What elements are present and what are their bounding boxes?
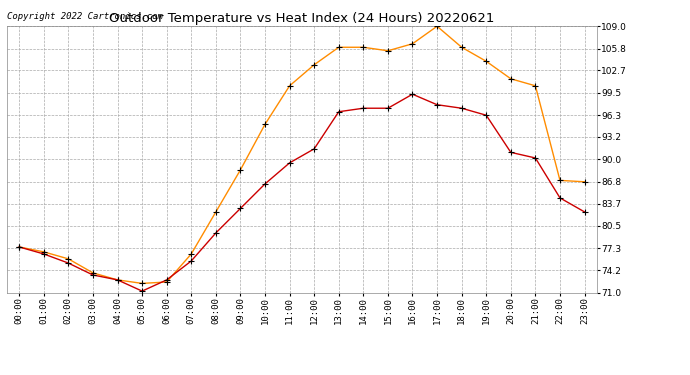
Heat Index (°F) (310, 63, 318, 67)
Temperature (°F) (261, 182, 269, 186)
Heat Index (°F) (335, 45, 343, 50)
Heat Index (°F) (556, 178, 564, 183)
Heat Index (°F) (457, 45, 466, 50)
Heat Index (°F) (384, 48, 392, 53)
Temperature (°F) (433, 102, 441, 107)
Temperature (°F) (236, 206, 244, 211)
Heat Index (°F) (236, 168, 244, 172)
Heat Index (°F) (482, 59, 491, 63)
Heat Index (°F) (163, 280, 171, 284)
Heat Index (°F) (531, 84, 540, 88)
Heat Index (°F) (113, 278, 121, 282)
Temperature (°F) (556, 196, 564, 200)
Temperature (°F) (15, 245, 23, 249)
Heat Index (°F) (286, 84, 294, 88)
Temperature (°F) (580, 210, 589, 214)
Temperature (°F) (408, 92, 417, 96)
Heat Index (°F) (89, 271, 97, 275)
Title: Outdoor Temperature vs Heat Index (24 Hours) 20220621: Outdoor Temperature vs Heat Index (24 Ho… (109, 12, 495, 25)
Heat Index (°F) (261, 122, 269, 127)
Heat Index (°F) (212, 210, 220, 214)
Heat Index (°F) (64, 256, 72, 261)
Heat Index (°F) (433, 24, 441, 28)
Temperature (°F) (531, 156, 540, 160)
Temperature (°F) (64, 261, 72, 266)
Temperature (°F) (212, 231, 220, 235)
Temperature (°F) (89, 273, 97, 277)
Temperature (°F) (482, 113, 491, 117)
Temperature (°F) (457, 106, 466, 111)
Line: Temperature (°F): Temperature (°F) (17, 92, 587, 294)
Heat Index (°F) (138, 281, 146, 286)
Temperature (°F) (138, 289, 146, 293)
Temperature (°F) (384, 106, 392, 111)
Heat Index (°F) (408, 42, 417, 46)
Heat Index (°F) (359, 45, 368, 50)
Temperature (°F) (187, 259, 195, 263)
Temperature (°F) (359, 106, 368, 111)
Temperature (°F) (506, 150, 515, 154)
Temperature (°F) (163, 278, 171, 282)
Heat Index (°F) (39, 250, 48, 254)
Temperature (°F) (335, 110, 343, 114)
Text: Copyright 2022 Cartronics.com: Copyright 2022 Cartronics.com (7, 12, 163, 21)
Heat Index (°F) (580, 180, 589, 184)
Temperature (°F) (113, 278, 121, 282)
Heat Index (°F) (187, 252, 195, 256)
Temperature (°F) (286, 160, 294, 165)
Temperature (°F) (310, 147, 318, 151)
Temperature (°F) (39, 252, 48, 256)
Heat Index (°F) (506, 76, 515, 81)
Line: Heat Index (°F): Heat Index (°F) (17, 24, 587, 286)
Heat Index (°F) (15, 245, 23, 249)
